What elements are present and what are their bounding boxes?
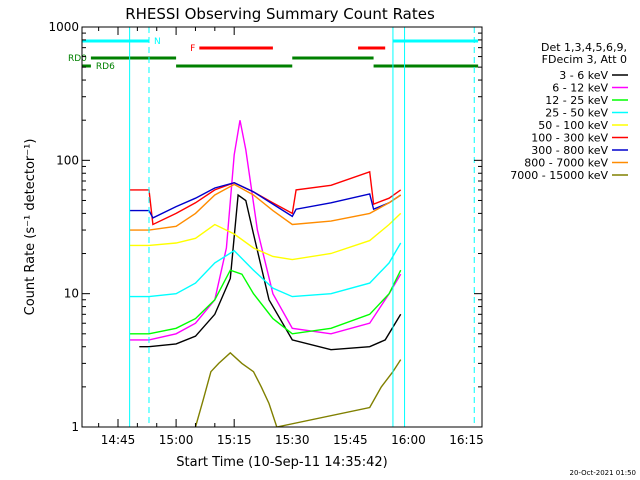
legend-header-0: Det 1,3,4,5,6,9, [541, 41, 627, 54]
x-tick-label-3: 15:30 [275, 433, 310, 447]
x-tick-label-2: 15:15 [217, 433, 252, 447]
x-tick-label-1: 15:00 [159, 433, 194, 447]
legend-header-1: FDecim 3, Att 0 [542, 53, 627, 66]
x-tick-label-0: 14:45 [101, 433, 136, 447]
y-tick-label-0: 1 [71, 420, 79, 434]
flag-label-n: N [154, 37, 161, 47]
legend-entry-6: 300 - 800 keV [531, 144, 608, 157]
x-axis-ticks: 14:45 15:00 15:15 15:30 15:45 16:00 16:15 [98, 27, 484, 447]
flag-bars: N F RD0 RD6 [68, 37, 479, 72]
series-line-3 [129, 242, 402, 298]
legend-entry-7: 800 - 7000 keV [524, 157, 608, 170]
flag-label-rd0: RD0 [68, 54, 87, 64]
chart-title: RHESSI Observing Summary Count Rates [125, 5, 435, 23]
y-axis-ticks: 1 10 100 1000 [48, 20, 482, 434]
legend-entry-1: 6 - 12 keV [552, 82, 608, 95]
legend-entry-4: 50 - 100 keV [538, 119, 608, 132]
legend-entry-3: 25 - 50 keV [545, 107, 608, 120]
y-tick-label-3: 1000 [48, 20, 79, 34]
series-line-1 [129, 120, 402, 341]
plot-frame [81, 26, 483, 428]
legend-entry-0: 3 - 6 keV [559, 69, 608, 82]
legend-entry-8: 7000 - 15000 keV [510, 169, 608, 182]
x-tick-label-6: 16:15 [449, 433, 484, 447]
legend: Det 1,3,4,5,6,9,FDecim 3, Att 0 3 - 6 keV… [510, 41, 628, 182]
y-tick-label-1: 10 [64, 287, 79, 301]
y-axis-label: Count Rate (s⁻¹ detector⁻¹) [23, 139, 38, 316]
series-line-4 [129, 212, 402, 261]
series-line-2 [129, 269, 402, 335]
legend-entry-5: 100 - 300 keV [531, 132, 608, 145]
mode-lines [81, 27, 475, 427]
legend-entry-2: 12 - 25 keV [545, 94, 608, 107]
flag-label-f: F [190, 44, 195, 54]
flag-label-rd6: RD6 [96, 62, 115, 72]
series-line-6 [129, 181, 402, 219]
series-line-8 [194, 351, 402, 427]
generation-timestamp: 20-Oct-2021 01:50 [570, 469, 636, 477]
series-layer [129, 120, 402, 427]
x-tick-label-5: 16:00 [391, 433, 426, 447]
series-line-7 [129, 183, 402, 231]
y-tick-label-2: 100 [56, 153, 79, 167]
series-line-5 [129, 170, 402, 226]
x-axis-label: Start Time (10-Sep-11 14:35:42) [176, 455, 387, 470]
x-tick-label-4: 15:45 [333, 433, 368, 447]
series-line-0 [139, 193, 402, 351]
